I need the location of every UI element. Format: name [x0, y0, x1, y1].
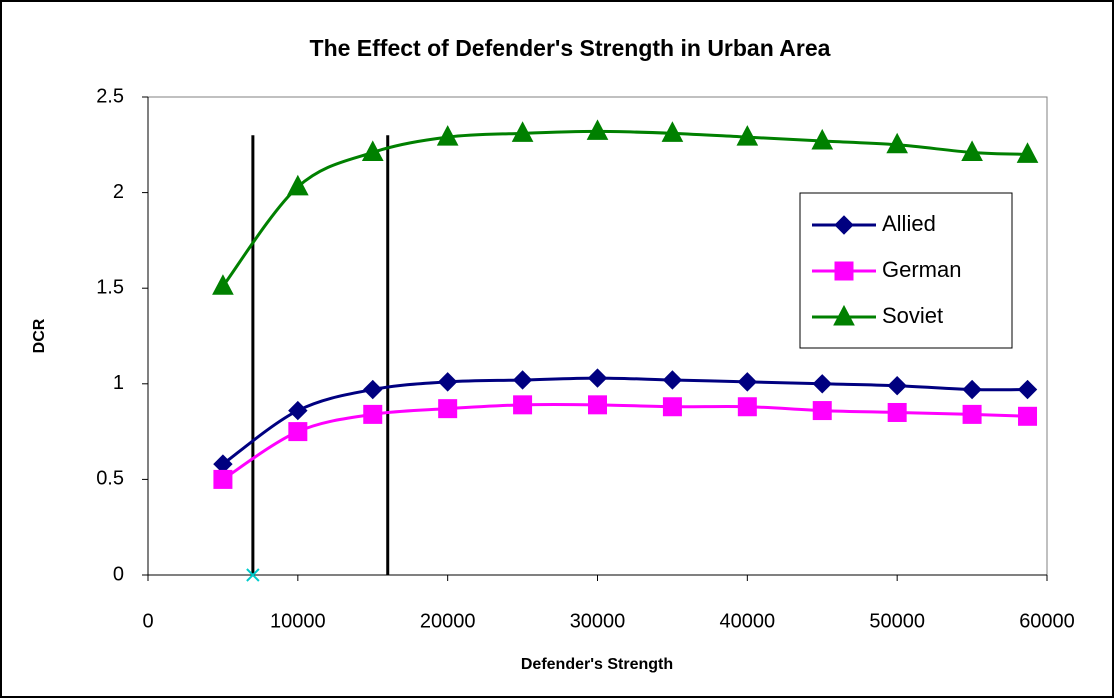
legend-marker	[834, 215, 854, 235]
x-tick-label: 60000	[1019, 610, 1075, 632]
data-point	[662, 370, 683, 390]
y-tick-label: 1	[113, 372, 124, 394]
data-point	[363, 404, 383, 424]
data-point	[287, 174, 309, 196]
x-tick-label: 20000	[420, 610, 476, 632]
data-point	[812, 374, 832, 394]
data-point	[812, 401, 832, 421]
y-tick-label: 2	[113, 181, 124, 203]
legend-marker	[834, 261, 854, 281]
data-point	[512, 370, 533, 390]
data-point	[587, 368, 608, 388]
data-point	[588, 395, 607, 415]
x-tick-label: 0	[142, 610, 153, 632]
data-point	[886, 132, 908, 154]
x-axis-label: Defender's Strength	[521, 656, 673, 673]
data-point	[288, 422, 308, 442]
data-point	[962, 404, 982, 424]
data-point	[212, 274, 234, 295]
data-point	[737, 397, 757, 417]
legend-label: Allied	[882, 211, 936, 236]
data-point	[962, 379, 982, 400]
legend-label: German	[882, 257, 961, 282]
data-point	[437, 372, 458, 392]
data-point	[887, 402, 907, 422]
y-tick-label: 1.5	[96, 276, 124, 298]
y-axis-label: DCR	[31, 318, 48, 353]
chart-title: The Effect of Defender's Strength in Urb…	[310, 35, 831, 61]
data-point	[288, 400, 308, 421]
data-point	[736, 125, 759, 146]
data-point	[1018, 406, 1038, 426]
data-point	[363, 379, 383, 400]
data-point	[513, 395, 533, 415]
data-point	[586, 119, 609, 140]
y-tick-label: 0	[113, 563, 124, 585]
y-tick-label: 0.5	[96, 468, 124, 490]
data-point	[436, 125, 459, 146]
data-point	[438, 399, 458, 419]
data-point	[961, 140, 983, 161]
x-tick-label: 10000	[270, 610, 326, 632]
data-point	[662, 397, 682, 417]
data-point	[511, 121, 534, 142]
data-point	[661, 121, 684, 142]
data-point	[811, 128, 834, 150]
data-point	[737, 372, 758, 392]
data-point	[887, 376, 907, 396]
y-tick-label: 2.5	[96, 85, 124, 107]
data-point	[361, 140, 384, 161]
data-point	[1017, 379, 1038, 400]
legend-marker	[833, 304, 855, 326]
x-marker	[246, 568, 260, 582]
x-tick-label: 50000	[869, 610, 925, 632]
data-point	[213, 469, 233, 489]
x-tick-label: 40000	[720, 610, 776, 632]
x-tick-label: 30000	[570, 610, 626, 632]
data-point	[1016, 142, 1039, 163]
legend-label: Soviet	[882, 303, 943, 328]
